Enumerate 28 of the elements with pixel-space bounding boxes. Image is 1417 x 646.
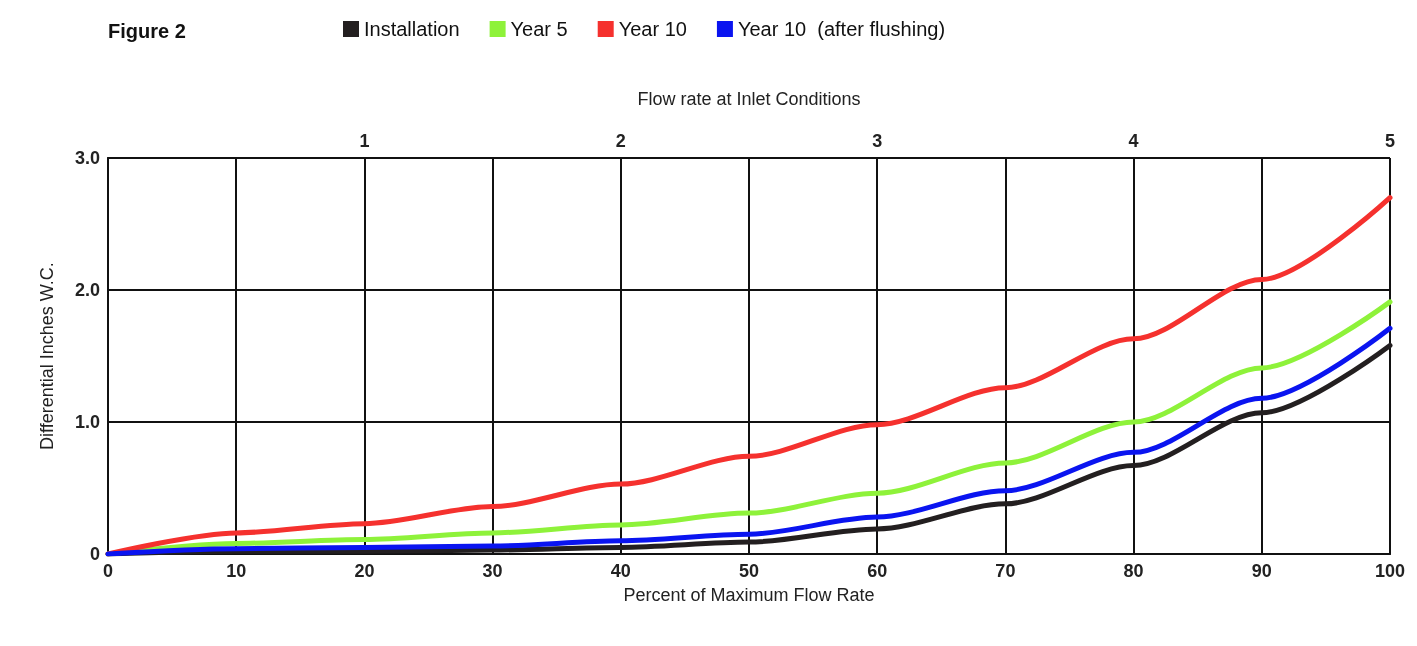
x-axis-title: Percent of Maximum Flow Rate <box>623 585 875 605</box>
legend-label: Installation <box>364 18 460 40</box>
y-tick-label: 1.0 <box>74 412 100 432</box>
legend-label: Year 10 <box>618 18 687 40</box>
y-axis-title: Differential Inches W.C. <box>37 262 57 450</box>
legend-label: Year 10 (after flushing) <box>737 18 946 40</box>
x-tick-label: 90 <box>1251 561 1272 581</box>
x-tick-label: 40 <box>610 561 631 581</box>
x-tick-label: 60 <box>867 561 888 581</box>
x-tick-label: 50 <box>738 561 760 581</box>
y-tick-label: 2.0 <box>74 280 100 300</box>
x-tick-label: 20 <box>354 561 375 581</box>
x2-tick-label: 2 <box>615 131 626 151</box>
x-tick-label: 80 <box>1123 561 1144 581</box>
legend-label: Year 5 <box>510 18 568 40</box>
y-tick-label: 3.0 <box>74 148 100 168</box>
chart-title: Figure 2 <box>108 20 186 42</box>
x2-tick-label: 5 <box>1384 131 1395 151</box>
y-tick-label: 0 <box>89 544 100 564</box>
x2-tick-label: 1 <box>359 131 370 151</box>
x-tick-label: 70 <box>995 561 1016 581</box>
x-tick-label: 100 <box>1374 561 1406 581</box>
x2-tick-label: 4 <box>1128 131 1139 151</box>
x2-axis-title: Flow rate at Inlet Conditions <box>637 89 861 109</box>
x2-tick-label: 3 <box>872 131 883 151</box>
x-tick-label: 0 <box>102 561 114 581</box>
x-tick-label: 10 <box>226 561 247 581</box>
x-tick-label: 30 <box>482 561 503 581</box>
